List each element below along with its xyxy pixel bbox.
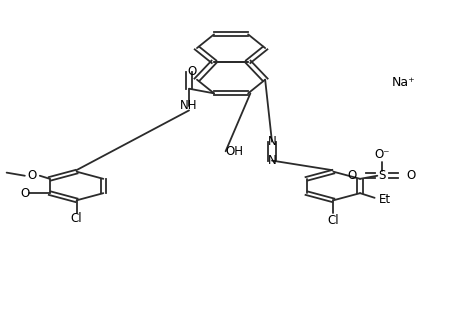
Text: O: O [347,169,356,182]
Text: N: N [267,135,276,148]
Text: NH: NH [180,99,197,112]
Text: Cl: Cl [327,214,339,227]
Text: O: O [20,187,30,200]
Text: O: O [27,169,36,182]
Text: O: O [406,169,415,182]
Text: O: O [187,65,197,78]
Text: Et: Et [378,193,390,206]
Text: Cl: Cl [71,212,82,225]
Text: Na⁺: Na⁺ [391,76,415,89]
Text: S: S [377,169,385,182]
Text: OH: OH [225,145,243,158]
Text: N: N [267,154,276,167]
Text: O⁻: O⁻ [373,148,389,161]
